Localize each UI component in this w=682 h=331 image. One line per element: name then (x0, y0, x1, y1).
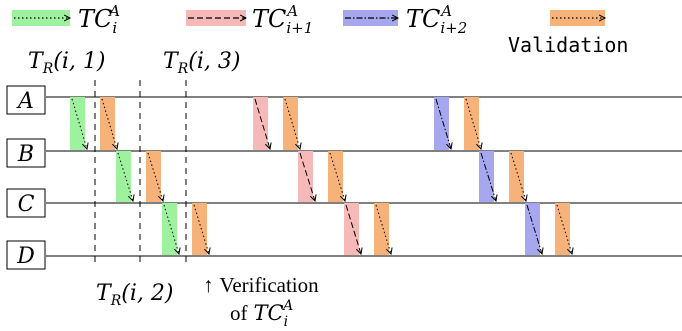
block-a-tc-i (70, 97, 87, 150)
block-c-tc-i (162, 203, 179, 255)
legend-item-tc-i: TCiA (12, 2, 120, 37)
block-c-tc-i2 (525, 203, 542, 255)
row-label-b: B (6, 138, 46, 168)
legend-label-tc-i1: TCi+1A (252, 2, 313, 37)
legend-item-validation: Validation (508, 10, 628, 57)
block-b-tc-i2 (479, 151, 496, 202)
verification-annotation: ↑ Verification of TCiA (203, 273, 319, 330)
row-label-d-text: D (16, 244, 35, 269)
legend-label-tc-i: TCiA (78, 2, 120, 37)
legend-item-tc-i2: TCi+2A (343, 2, 467, 37)
row-label-b-text: B (17, 142, 34, 167)
row-lines (46, 96, 682, 257)
block-b-tc-i (116, 151, 133, 202)
block-c-validation (192, 203, 209, 255)
block-a-tc-i1 (253, 97, 270, 150)
legend-item-tc-i1: TCi+1A (186, 2, 313, 37)
legend-label-tc-i2: TCi+2A (406, 2, 467, 37)
message-blocks (70, 97, 572, 255)
verification-line-1: ↑ Verification (203, 273, 319, 297)
block-a-validation (100, 97, 117, 150)
legend: TCiA TCi+1A TCi+2A Validation (12, 2, 628, 57)
timing-label-t3: TR(i, 3) (163, 49, 240, 77)
legend-swatch-green (12, 10, 70, 26)
block-b-validation (146, 151, 163, 202)
timing-label-t1: TR(i, 1) (28, 49, 105, 77)
row-label-a-text: A (16, 89, 34, 114)
block-b-validation-3 (509, 151, 526, 202)
verification-line-2: of TCiA (230, 298, 293, 330)
block-b-validation-2 (328, 151, 345, 202)
block-a-tc-i2 (434, 97, 451, 150)
block-c-validation-3 (555, 203, 572, 255)
row-label-c: C (6, 188, 46, 218)
row-label-d: D (6, 240, 46, 270)
block-b-tc-i1 (298, 151, 315, 202)
block-a-validation-3 (464, 97, 481, 150)
row-label-c-text: C (18, 192, 35, 217)
row-label-a: A (6, 85, 46, 115)
legend-label-validation: Validation (508, 33, 628, 57)
block-c-tc-i1 (344, 203, 361, 255)
block-a-validation-2 (283, 97, 300, 150)
block-c-validation-2 (374, 203, 391, 255)
timing-label-t2: TR(i, 2) (96, 281, 173, 309)
